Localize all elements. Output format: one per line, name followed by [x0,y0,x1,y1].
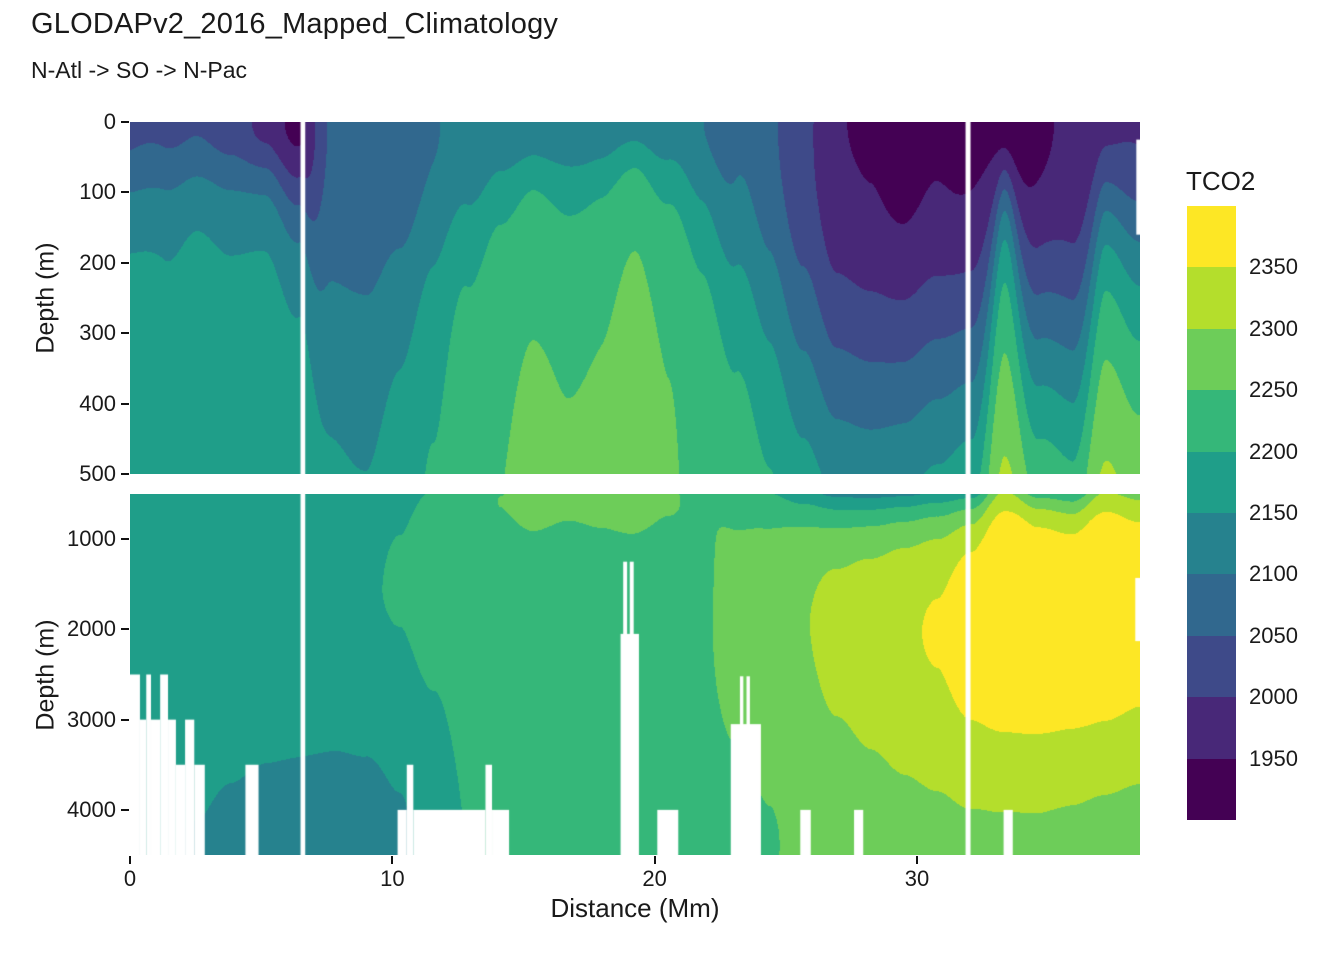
legend-tick-label: 1950 [1249,745,1298,771]
legend-color-block [1187,267,1236,329]
y-axis-tick [121,402,129,405]
legend-tick-label: 2050 [1249,622,1298,648]
y-axis-tick-label: 200 [79,249,116,275]
legend-color-block [1187,513,1236,575]
legend-color-block [1187,328,1236,391]
contour-panel-upper [130,122,1140,474]
legend-color-block [1187,451,1236,514]
contour-panel-lower [130,494,1140,855]
y-axis-tick-label: 100 [79,179,116,205]
x-axis-tick [916,856,918,864]
x-axis-tick [653,856,656,864]
y-axis-tick-label: 3000 [67,706,116,732]
x-axis-tick-label: 20 [642,866,667,891]
legend-tick-label: 2350 [1249,254,1298,280]
y-axis-tick [121,191,129,194]
legend-tick-label: 2000 [1249,684,1298,710]
y-axis-tick-label: 300 [79,320,116,346]
y-axis-tick [121,473,129,475]
x-axis-tick [129,856,131,864]
legend-tick-label: 2300 [1249,315,1298,341]
legend-tick-label: 2150 [1249,500,1298,525]
y-axis-tick-label: 500 [79,461,116,486]
y-axis-tick [121,718,129,721]
y-axis-tick [121,261,129,264]
y-axis-tick [121,808,129,811]
x-axis-tick-label: 0 [123,866,137,891]
legend-color-block [1187,697,1236,759]
y-axis-tick-label: 1000 [67,526,116,552]
legend-color-block [1187,574,1236,636]
y-axis-tick-label: 0 [103,109,116,134]
legend-color-block [1187,206,1236,268]
y-axis-tick [121,628,129,631]
plot-subtitle: N-Atl -> SO -> N-Pac [31,57,247,83]
legend-tick-label: 2100 [1249,561,1298,587]
y-axis-tick-label: 400 [79,390,116,416]
legend-title: TCO2 [1186,166,1256,196]
plot-title: GLODAPv2_2016_Mapped_Climatology [31,8,559,40]
y-axis-tick-label: 2000 [67,616,116,642]
y-axis-tick [121,538,129,541]
legend-color-block [1187,390,1236,452]
x-axis-tick [391,856,394,864]
y-axis-tick [121,332,129,335]
y-axis-tick-label: 4000 [67,796,116,822]
x-axis-tick-label: 10 [380,866,405,891]
legend-tick-label: 2250 [1249,377,1298,403]
x-axis-tick-label: 30 [904,866,930,891]
legend-colorbar [1187,206,1236,821]
y-axis-tick [121,121,129,123]
x-axis-label: Distance (Mm) [550,893,720,923]
legend-tick-label: 2200 [1249,438,1298,464]
legend-color-block [1187,635,1236,698]
legend-color-block [1187,758,1236,821]
